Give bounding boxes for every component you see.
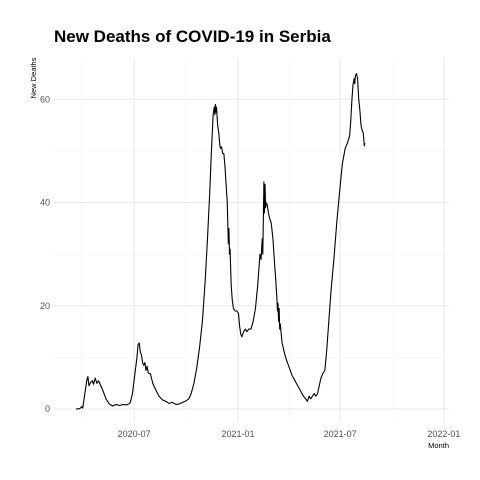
y-tick-label: 60 [40, 94, 50, 104]
y-axis-tick-labels: 0 20 40 60 [40, 94, 50, 414]
grid-lines [54, 58, 449, 422]
y-tick-label: 0 [45, 404, 50, 414]
y-axis-title: New Deaths [29, 57, 38, 98]
x-tick-label: 2020-07 [118, 429, 151, 439]
chart-title: New Deaths of COVID-19 in Serbia [54, 27, 331, 46]
series-line-new-deaths [75, 72, 366, 410]
x-tick-label: 2021-01 [221, 429, 254, 439]
y-tick-label: 20 [40, 301, 50, 311]
x-tick-label: 2021-07 [324, 429, 357, 439]
y-tick-label: 40 [40, 198, 50, 208]
x-axis-title: Month [428, 441, 449, 450]
x-tick-label: 2022-01 [427, 429, 460, 439]
x-axis-tick-labels: 2020-07 2021-01 2021-07 2022-01 [118, 429, 461, 439]
